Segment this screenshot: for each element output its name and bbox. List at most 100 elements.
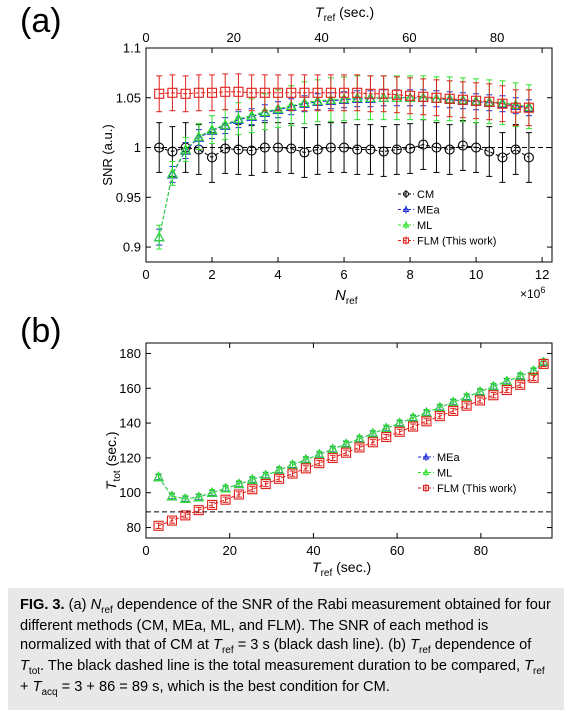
top-x-tick-label: 60 [402,30,416,45]
data-point-flm [272,87,284,98]
y-tick-label: 120 [119,450,141,465]
y-tick-label: 160 [119,381,141,396]
data-point-flm [421,416,432,427]
x-tick-label: 60 [390,543,404,558]
legend-marker [402,205,410,213]
legend-label: MEa [437,452,461,464]
top-x-tick-label: 40 [314,30,328,45]
top-x-tick-label: 0 [142,30,149,45]
data-point-ml [220,482,231,493]
caption-sym-6: T [32,679,42,696]
data-point-ml [447,396,459,407]
data-point-ml [193,130,205,141]
data-point-flm [193,505,204,516]
data-point-flm [325,87,336,98]
data-point-flm [233,489,244,500]
data-point-flm [274,473,285,484]
data-point-ml [340,438,352,449]
data-point-ml [380,422,392,433]
data-point-flm [444,93,455,104]
data-point-ml [434,401,446,412]
figure-caption: FIG. 3. (a) Nref dependence of the SNR o… [8,588,564,710]
data-point-ml [514,370,526,381]
data-point-cm [418,139,429,150]
data-point-flm [286,87,297,98]
caption-text-3: = 3 s (black dash line). (b) [233,636,411,653]
chart-b: 0 20 40 60 80 80 100 120 140 160 180 MEa ML FLM (This… [103,342,553,579]
caption-text-4: dependence of [430,636,532,653]
x-tick-label: 0 [142,267,149,282]
data-point-ml [300,454,312,464]
data-point-ml [166,167,178,178]
data-point-cm [352,144,363,155]
data-point-flm [154,88,165,99]
top-x-tick-label: 20 [227,30,241,45]
legend-marker [402,221,410,228]
data-point-ml [260,469,272,480]
caption-sub-5: ref [533,665,545,677]
data-point-cm [286,143,297,154]
x-tick-label: 6 [340,267,347,282]
data-point-flm [448,405,459,416]
top-x-tick-label: 80 [490,30,504,45]
data-point-ml [206,487,218,497]
data-point-flm [246,87,257,98]
data-point-flm [314,458,325,469]
series-line-ml [158,361,544,500]
data-point-flm [488,390,499,401]
data-point-flm [391,89,402,100]
data-point-flm [501,384,512,396]
data-point-cm [391,144,402,155]
data-point-flm [515,379,526,390]
series-line-flm [158,363,545,527]
data-point-flm [167,87,178,98]
caption-text-2: dependence of the SNR of the Rabi measur… [20,597,551,653]
data-point-flm [497,98,508,109]
data-point-cm [378,146,389,157]
data-point-ml [313,448,325,459]
data-point-flm [220,494,231,505]
data-point-ml [420,407,432,417]
data-point-flm [260,478,271,490]
caption-sym-1: N [90,597,102,613]
data-point-cm [299,147,310,158]
y-tick-label: 180 [119,346,141,361]
data-point-cm [471,142,482,153]
data-point-ml [528,365,540,376]
data-point-flm [166,515,178,526]
data-point-flm [352,87,363,98]
data-point-flm [193,87,204,98]
top-x-axis-label: Tref (sec.) [315,4,374,24]
data-point-cm [431,142,442,153]
legend-label: ML [417,220,432,232]
data-point-flm [180,88,191,99]
legend: MEa ML FLM (This work) [418,452,516,495]
data-point-ml [193,491,205,502]
caption-sub-4: tot [28,665,41,677]
data-point-cm [312,144,323,155]
data-point-cm [206,152,218,163]
legend-marker [402,190,410,198]
data-point-ml [461,391,473,402]
y-tick-label: 80 [127,520,141,535]
data-point-flm [394,426,405,437]
data-point-cm [457,140,468,151]
x-tick-label: 8 [406,267,413,282]
data-point-flm [287,468,298,479]
x-tick-label: 10 [469,267,483,282]
data-point-cm [233,144,244,155]
data-point-flm [381,431,392,443]
data-point-flm [510,102,521,113]
plot-frame [145,47,553,263]
caption-sym-2: T [213,636,222,653]
data-point-ml [394,417,406,428]
y-axis-label: Ttot (sec.) [103,431,123,490]
legend-label: ML [437,468,452,480]
data-point-cm [246,145,257,156]
y-tick-label: 140 [119,416,141,431]
caption-sub-2: ref [221,644,234,656]
data-point-ml [501,375,513,386]
data-point-flm [338,87,350,98]
data-point-ml [487,380,499,391]
figure-canvas: 0 2 4 6 8 10 12 0.9 0.95 1 1.05 1.1 CM MEa ML FLM (This… [100,4,553,579]
